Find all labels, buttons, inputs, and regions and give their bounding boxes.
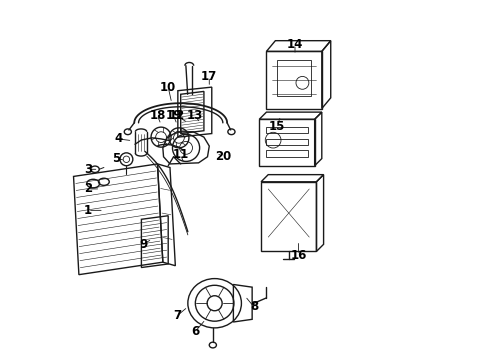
Text: 13: 13	[187, 109, 203, 122]
Bar	[277, 60, 311, 96]
Text: 2: 2	[84, 183, 92, 195]
Text: 5: 5	[112, 152, 121, 165]
Text: 6: 6	[191, 325, 199, 338]
Text: 20: 20	[216, 150, 232, 163]
Bar	[267, 150, 308, 157]
Text: 7: 7	[173, 309, 181, 322]
Text: 9: 9	[139, 238, 147, 251]
Text: 15: 15	[269, 120, 285, 133]
Text: 19: 19	[165, 109, 182, 122]
Text: 10: 10	[160, 81, 176, 94]
Text: 8: 8	[250, 300, 258, 313]
Text: 3: 3	[84, 163, 92, 176]
Text: 1: 1	[84, 204, 92, 217]
Text: 14: 14	[287, 38, 303, 51]
Bar	[267, 127, 308, 133]
Text: 16: 16	[291, 248, 307, 261]
Text: 12: 12	[169, 109, 185, 122]
Text: 11: 11	[172, 148, 189, 162]
Text: 18: 18	[149, 109, 166, 122]
Text: 4: 4	[114, 132, 122, 145]
Text: 17: 17	[201, 70, 218, 83]
Bar	[267, 139, 308, 145]
